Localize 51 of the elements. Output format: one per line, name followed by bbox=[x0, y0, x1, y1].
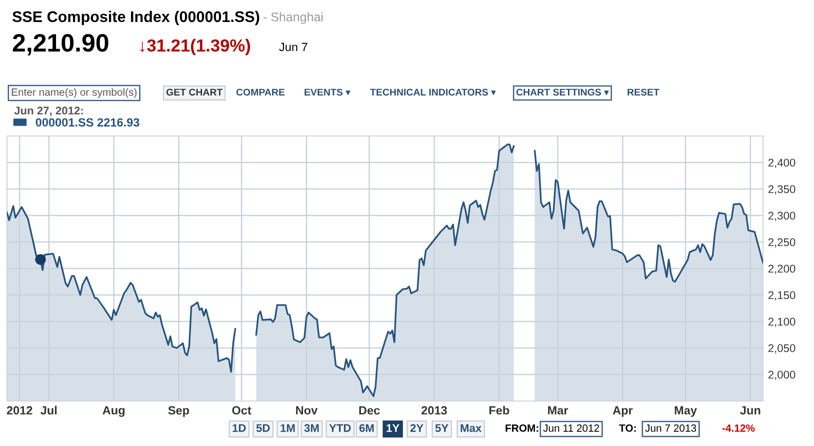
y-tick-label: 2,100 bbox=[768, 318, 796, 327]
chart-title: SSE Composite Index (000001.SS) bbox=[12, 10, 260, 26]
text: 1Y bbox=[386, 424, 400, 432]
legend-label: 000001.SS 2216.93 bbox=[36, 118, 140, 127]
text: 1M bbox=[280, 424, 295, 432]
text: GET CHART bbox=[166, 88, 223, 96]
text: 5D bbox=[256, 424, 270, 432]
text: FROM: bbox=[506, 424, 538, 432]
text: Jun 7 2013 bbox=[645, 424, 696, 432]
text: Jun 11 2012 bbox=[543, 424, 600, 432]
y-tick-label: 2,350 bbox=[768, 185, 796, 194]
y-tick-label: 2,200 bbox=[768, 264, 796, 274]
text: COMPARE bbox=[236, 88, 285, 96]
y-tick-label: 2,000 bbox=[768, 370, 796, 380]
x-tick-label: Dec bbox=[359, 406, 380, 415]
x-tick-label: Sep bbox=[168, 406, 190, 417]
text: Enter name(s) or symbol(s) bbox=[12, 88, 137, 98]
y-tick-label: 2,300 bbox=[768, 212, 796, 221]
x-tick-label: Feb bbox=[489, 406, 510, 415]
x-tick-label: 2012 bbox=[6, 406, 32, 415]
y-tick-label: 2,050 bbox=[768, 344, 796, 354]
x-tick-label: Apr bbox=[612, 406, 633, 417]
x-tick-label: 2013 bbox=[421, 406, 447, 415]
text: TECHNICAL INDICATORS ▾ bbox=[370, 88, 496, 96]
text: 3M bbox=[304, 424, 319, 432]
text: YTD bbox=[329, 424, 351, 432]
legend-title: Jun 27, 2012: bbox=[14, 106, 83, 116]
y-tick-label: 2,150 bbox=[768, 291, 796, 300]
text: Max bbox=[460, 424, 482, 432]
y-tick-label: 2,400 bbox=[768, 158, 796, 168]
x-tick-label: Jun bbox=[740, 406, 760, 415]
x-tick-label: Jul bbox=[40, 406, 57, 415]
text: 2,210.90 bbox=[12, 34, 108, 56]
text: RESET bbox=[628, 88, 660, 96]
x-tick-label: Aug bbox=[102, 406, 124, 417]
text: EVENTS ▾ bbox=[304, 88, 350, 96]
x-tick-label: Oct bbox=[232, 406, 252, 415]
x-tick-label: Nov bbox=[296, 406, 318, 415]
y-tick-label: 2,250 bbox=[768, 238, 796, 248]
text: Jun 7 bbox=[279, 42, 308, 52]
text: TO: bbox=[619, 424, 636, 432]
x-tick-label: May bbox=[674, 406, 697, 417]
text: ↓31.21(1.39%) bbox=[140, 38, 250, 56]
text: 6M bbox=[359, 424, 374, 432]
x-tick-label: Mar bbox=[548, 406, 568, 415]
text: 2Y bbox=[410, 424, 424, 432]
text: 1D bbox=[232, 424, 246, 432]
text: CHART SETTINGS ▾ bbox=[516, 88, 609, 96]
text: 5Y bbox=[435, 424, 448, 432]
chart-subtitle: - Shanghai bbox=[264, 12, 323, 24]
text: -4.12% bbox=[722, 424, 755, 432]
